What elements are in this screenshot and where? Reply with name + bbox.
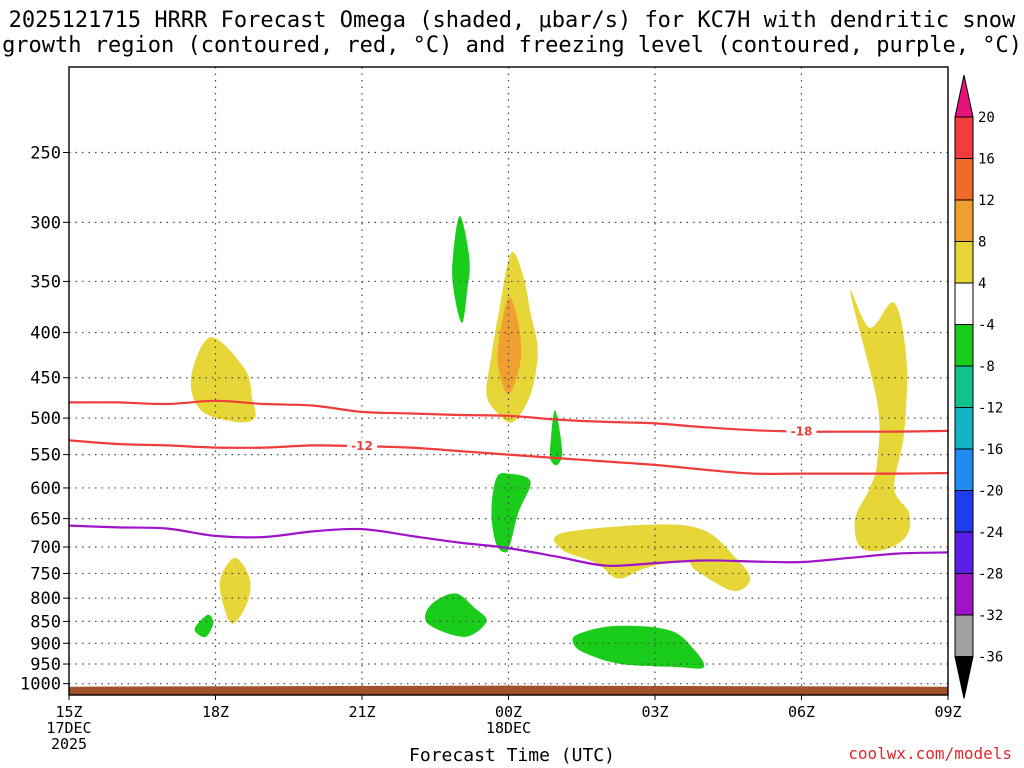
x-tick-label-0-0: 15Z <box>55 703 82 721</box>
x-tick-label-15-0: 06Z <box>788 703 815 721</box>
x-tick-label-18-0: 09Z <box>934 703 961 721</box>
colorbar-bin-12 <box>954 573 974 616</box>
colorbar-tick-9: -20 <box>978 484 1003 500</box>
dgz-minus-12-label: -12 <box>351 439 373 453</box>
surface-terrain <box>69 685 948 695</box>
colorbar-bin-5 <box>954 282 974 325</box>
colorbar-tick-4: 4 <box>978 276 986 292</box>
dgz-minus-12-line <box>69 439 948 476</box>
colorbar-bin-9 <box>954 448 974 491</box>
colorbar-tick-2: 12 <box>978 193 995 209</box>
y-tick-label-800: 800 <box>30 589 61 609</box>
gridlines <box>69 67 948 695</box>
colorbar-tick-7: -12 <box>978 401 1003 417</box>
dgz-minus-18-label: -18 <box>791 425 813 439</box>
colorbar-bin-6 <box>954 324 974 367</box>
y-tick-label-900: 900 <box>30 634 61 654</box>
colorbar-bin-2 <box>954 158 974 201</box>
colorbar-tick-10: -24 <box>978 525 1003 541</box>
chart-title-line-1: 2025121715 HRRR Forecast Omega (shaded, … <box>8 8 1016 33</box>
credit-text: coolwx.com/models <box>848 744 1012 763</box>
y-tick-label-650: 650 <box>30 510 61 530</box>
colorbar-bin-4 <box>954 241 974 284</box>
x-tick-label-0-2: 2025 <box>51 735 87 753</box>
yellow-region-3 <box>850 290 911 552</box>
colorbar-bin-7 <box>954 365 974 408</box>
chart-title-line-2: growth region (contoured, red, °C) and f… <box>2 33 1022 58</box>
y-tick-label-400: 400 <box>30 324 61 344</box>
y-tick-label-350: 350 <box>30 272 61 292</box>
dgz-minus-18-label-bg <box>786 423 817 439</box>
colorbar-bin-8 <box>954 407 974 450</box>
colorbar-bin-top <box>954 74 974 118</box>
x-tick-label-9-1: 18DEC <box>486 719 531 737</box>
omega-shading <box>190 215 911 669</box>
colorbar-tick-0: 20 <box>978 110 995 126</box>
colorbar-tick-11: -28 <box>978 567 1003 583</box>
orange-region <box>497 297 522 395</box>
green-region-1 <box>452 215 470 323</box>
y-tick-label-250: 250 <box>30 143 61 163</box>
colorbar-tick-3: 8 <box>978 235 986 251</box>
freezing-level-line <box>69 524 948 568</box>
colorbar-bin-13 <box>954 614 974 657</box>
green-region-3 <box>491 473 531 553</box>
y-tick-label-550: 550 <box>30 446 61 466</box>
green-region-6 <box>572 625 705 669</box>
y-tick-label-500: 500 <box>30 409 61 429</box>
y-tick-label-950: 950 <box>30 655 61 675</box>
x-tick-label-6-0: 21Z <box>348 703 375 721</box>
colorbar-tick-1: 16 <box>978 152 995 168</box>
colorbar-tick-5: -4 <box>978 318 995 334</box>
y-tick-label-850: 850 <box>30 612 61 632</box>
colorbar-bin-3 <box>954 199 974 242</box>
colorbar-bin-11 <box>954 531 974 574</box>
colorbar-bin-bottom <box>954 656 974 699</box>
y-tick-label-300: 300 <box>30 213 61 233</box>
colorbar-tick-13: -36 <box>978 650 1003 666</box>
yellow-region-4 <box>553 524 751 592</box>
x-tick-label-0-1: 17DEC <box>46 719 91 737</box>
green-region-5 <box>194 614 214 638</box>
y-tick-label-700: 700 <box>30 538 61 558</box>
y-tick-label-1000: 1000 <box>20 675 61 695</box>
x-tick-label-9-0: 00Z <box>495 703 522 721</box>
colorbar-tick-8: -16 <box>978 442 1003 458</box>
y-tick-label-450: 450 <box>30 369 61 389</box>
x-tick-label-3-0: 18Z <box>202 703 229 721</box>
colorbar: 20 16 12 8 4 -4 -8 -12 -16 -20 -24 -28 -32 -36 <box>954 74 1003 699</box>
y-tick-label-750: 750 <box>30 564 61 584</box>
dgz-minus-12-label-bg <box>347 438 377 454</box>
colorbar-bin-1 <box>954 116 974 159</box>
yellow-region-1 <box>190 337 256 423</box>
y-tick-label-600: 600 <box>30 479 61 499</box>
yellow-region-5 <box>219 557 251 624</box>
green-region-4 <box>424 593 487 637</box>
x-axis-label: Forecast Time (UTC) <box>409 745 615 766</box>
x-tick-label-12-0: 03Z <box>641 703 668 721</box>
colorbar-tick-6: -8 <box>978 359 995 375</box>
colorbar-bin-10 <box>954 490 974 533</box>
green-region-2 <box>549 410 563 466</box>
colorbar-tick-12: -32 <box>978 608 1003 624</box>
